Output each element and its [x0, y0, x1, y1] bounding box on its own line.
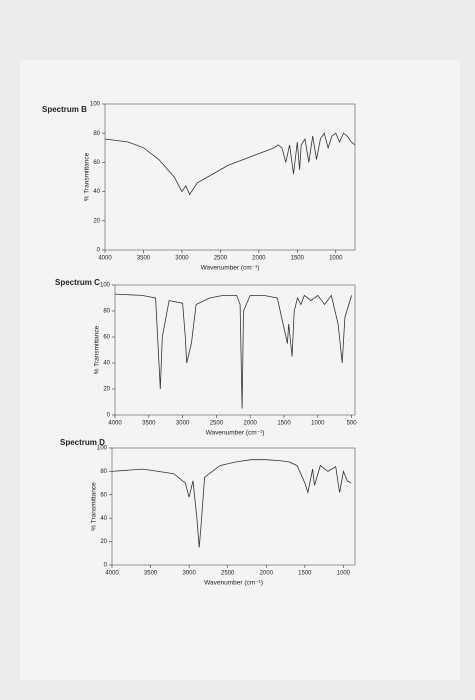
y-tick-label: 100 [97, 446, 108, 452]
x-tick-label: 1000 [329, 256, 343, 262]
x-tick-label: 2000 [260, 571, 274, 577]
plot-frame [114, 284, 356, 416]
x-tick-label: 4000 [98, 256, 112, 262]
x-tick-label: 3000 [175, 256, 189, 262]
x-tick-label: 3500 [142, 421, 156, 427]
y-tick-label: 0 [97, 248, 101, 254]
y-tick-label: 60 [103, 335, 110, 341]
y-tick-label: 20 [93, 218, 100, 224]
y-tick-label: 100 [100, 283, 111, 289]
y-tick-label: 20 [100, 539, 107, 545]
y-tick-label: 40 [93, 189, 100, 195]
spectrum-line [104, 132, 356, 196]
y-tick-label: 80 [93, 131, 100, 137]
chart-title: Spectrum B [42, 105, 87, 114]
plot-frame [104, 103, 356, 251]
x-tick-label: 4000 [108, 421, 122, 427]
x-tick-label: 2500 [210, 421, 224, 427]
x-axis-label: Wavenumber (cm⁻¹) [204, 580, 263, 587]
x-tick-label: 2000 [252, 256, 266, 262]
y-tick-label: 0 [107, 413, 111, 419]
x-tick-label: 3500 [144, 571, 158, 577]
sheet [20, 60, 460, 680]
y-tick-label: 60 [100, 492, 107, 498]
x-tick-label: 3000 [182, 571, 196, 577]
spectrum-line [114, 293, 352, 409]
y-axis-label: % Transmittance [91, 482, 98, 531]
x-axis-label: Wavenumber (cm⁻¹) [206, 430, 265, 437]
y-axis-label: % Transmittance [84, 152, 91, 201]
y-tick-label: 100 [90, 102, 101, 108]
x-axis-label: Wavenumber (cm⁻¹) [201, 265, 260, 272]
y-tick-label: 20 [103, 387, 110, 393]
y-tick-label: 40 [103, 361, 110, 367]
x-tick-label: 1500 [298, 571, 312, 577]
y-tick-label: 60 [93, 160, 100, 166]
y-axis-label: % Transmittance [94, 325, 101, 374]
y-tick-label: 40 [100, 516, 107, 522]
chart-title: Spectrum D [60, 438, 105, 447]
x-tick-label: 2500 [214, 256, 228, 262]
y-tick-label: 80 [103, 309, 110, 315]
x-tick-label: 3000 [176, 421, 190, 427]
plot-frame [111, 447, 356, 566]
x-tick-label: 4000 [105, 571, 119, 577]
x-tick-label: 500 [347, 421, 358, 427]
x-tick-label: 1500 [277, 421, 291, 427]
x-tick-label: 1500 [291, 256, 305, 262]
spectrum-line [111, 459, 352, 548]
chart-title: Spectrum C [55, 278, 100, 287]
y-tick-label: 80 [100, 469, 107, 475]
x-tick-label: 3500 [137, 256, 151, 262]
y-tick-label: 0 [104, 563, 108, 569]
x-tick-label: 1000 [311, 421, 325, 427]
x-tick-label: 1000 [337, 571, 351, 577]
x-tick-label: 2500 [221, 571, 235, 577]
x-tick-label: 2000 [244, 421, 258, 427]
